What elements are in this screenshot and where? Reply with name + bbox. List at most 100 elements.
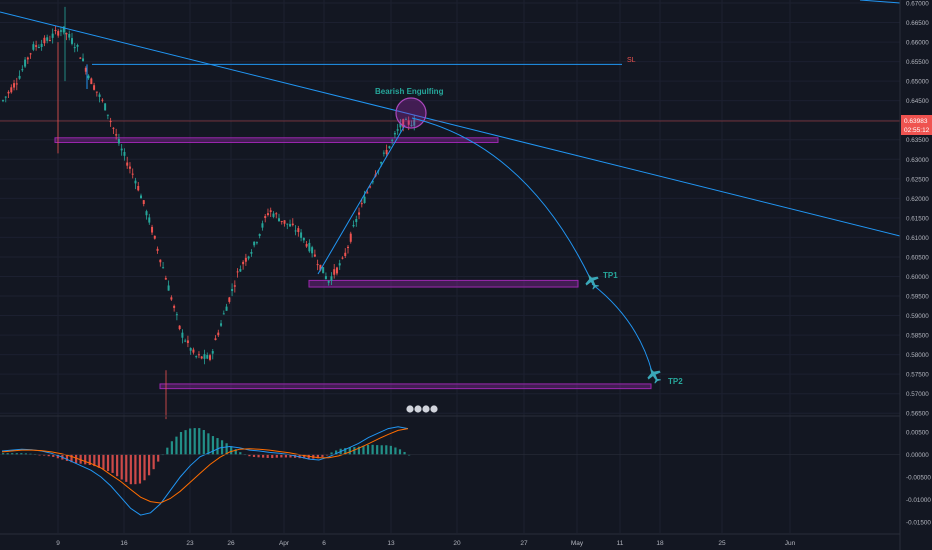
countdown-label: 02:55:12: [904, 127, 930, 134]
candle-body: [347, 246, 349, 249]
macd-histogram-bar: [111, 454, 114, 473]
time-tick-label: 16: [120, 540, 128, 547]
macd-axis[interactable]: 0.00500 0.00000 -0.00500 -0.01000 -0.01500: [906, 430, 931, 527]
trade-annotations: [395, 97, 662, 413]
candle-body: [140, 195, 142, 199]
macd-histogram-bar: [6, 453, 9, 455]
event-marker-icon: [422, 405, 430, 413]
macd-histogram-bar: [394, 447, 397, 455]
macd-histogram-bar: [24, 453, 28, 455]
support-resistance-zones: [54, 137, 652, 390]
candle-body: [195, 356, 198, 358]
candle-body: [15, 83, 18, 85]
candle-body: [79, 57, 82, 59]
macd-histogram-bar: [216, 438, 219, 455]
candle-body: [275, 213, 278, 215]
candle-body: [200, 356, 203, 359]
macd-histogram-bar: [239, 452, 242, 455]
candle-body: [148, 217, 151, 223]
candle-body: [286, 223, 289, 225]
macd-histogram-bar: [29, 453, 32, 455]
candle-body: [266, 213, 269, 216]
macd-histogram-bar: [357, 446, 361, 455]
candle-body: [214, 338, 217, 341]
macd-histogram-bar: [225, 443, 228, 455]
candle-body: [407, 120, 410, 125]
price-tick-label: 0.61000: [906, 235, 929, 242]
candle-body: [186, 340, 189, 344]
macd-histogram-bar: [189, 428, 192, 455]
price-tick-label: 0.60500: [906, 254, 929, 261]
candle-body: [255, 242, 258, 244]
candle-body: [57, 31, 60, 36]
candle-body: [344, 252, 347, 257]
candle-body: [399, 123, 402, 128]
current-price-label: 0.63983: [904, 118, 928, 125]
candle-body: [291, 223, 294, 226]
price-tick-label: 0.64500: [906, 98, 929, 105]
candle-body: [250, 252, 253, 254]
macd-histogram-bar: [147, 454, 151, 476]
candle-body: [313, 254, 316, 257]
macd-histogram-bar: [166, 447, 169, 455]
candle-body: [244, 257, 247, 262]
candle-body: [297, 228, 300, 233]
zone-tp1-support: [308, 279, 579, 288]
time-axis[interactable]: 9 16 23 26 Apr 6 13 20 27 May 11 18 25 Jun: [56, 540, 795, 547]
candle-body: [181, 332, 184, 338]
macd-histogram-bar: [11, 453, 14, 455]
macd-histogram-bar: [120, 454, 123, 480]
upper-trendline: [859, 0, 901, 4]
macd-histogram-bar: [65, 454, 69, 461]
tp1-projection-arc: [411, 117, 591, 279]
macd-histogram-bar: [202, 430, 205, 455]
candle-body: [128, 166, 131, 169]
candle-body: [369, 186, 372, 188]
candle-body: [95, 91, 98, 93]
candle-body: [134, 180, 137, 184]
macd-histogram-bar: [84, 454, 87, 465]
macd-tick-label: -0.01500: [906, 519, 931, 526]
macd-histogram-bar: [106, 454, 110, 472]
candle-body: [413, 119, 416, 126]
macd-histogram-bar: [2, 453, 5, 455]
event-marker-icon: [414, 405, 422, 413]
macd-histogram-bar: [408, 454, 411, 456]
macd-histogram-bar: [184, 430, 187, 455]
descending-trendline: [0, 11, 901, 237]
candle-body: [380, 161, 383, 164]
candle-body: [2, 100, 4, 102]
candle-body: [236, 271, 239, 273]
price-tick-label: 0.62000: [906, 196, 929, 203]
macd-histogram-bar: [170, 441, 173, 455]
candle-body: [46, 37, 49, 41]
macd-histogram-bar: [207, 433, 210, 455]
tp2-plane-icon: [647, 368, 662, 384]
trend-lines: [0, 0, 901, 275]
price-tick-label: 0.58500: [906, 333, 929, 340]
price-tick-label: 0.59500: [906, 294, 929, 301]
candle-body: [32, 44, 35, 50]
macd-histogram-bar: [47, 454, 50, 457]
macd-histogram-bar: [362, 445, 365, 455]
candle-body: [322, 267, 325, 274]
price-tick-label: 0.61500: [906, 215, 929, 222]
candle-body: [93, 85, 96, 90]
candle-body: [137, 185, 140, 191]
candle-body: [396, 129, 399, 131]
candle-body: [104, 103, 107, 111]
candle-body: [48, 40, 51, 42]
macd-tick-label: -0.00500: [906, 475, 931, 482]
stop-loss-label: SL: [627, 57, 636, 64]
candle-body: [335, 267, 338, 274]
tp1-plane-icon: [585, 274, 600, 290]
macd-histogram-bar: [298, 454, 301, 459]
candle-body: [115, 134, 118, 136]
candle-body: [294, 230, 297, 232]
candle-body: [170, 297, 173, 300]
price-tick-label: 0.60000: [906, 274, 929, 281]
candle-body: [371, 181, 374, 183]
candle-body: [391, 139, 394, 141]
time-tick-label: May: [571, 540, 584, 547]
